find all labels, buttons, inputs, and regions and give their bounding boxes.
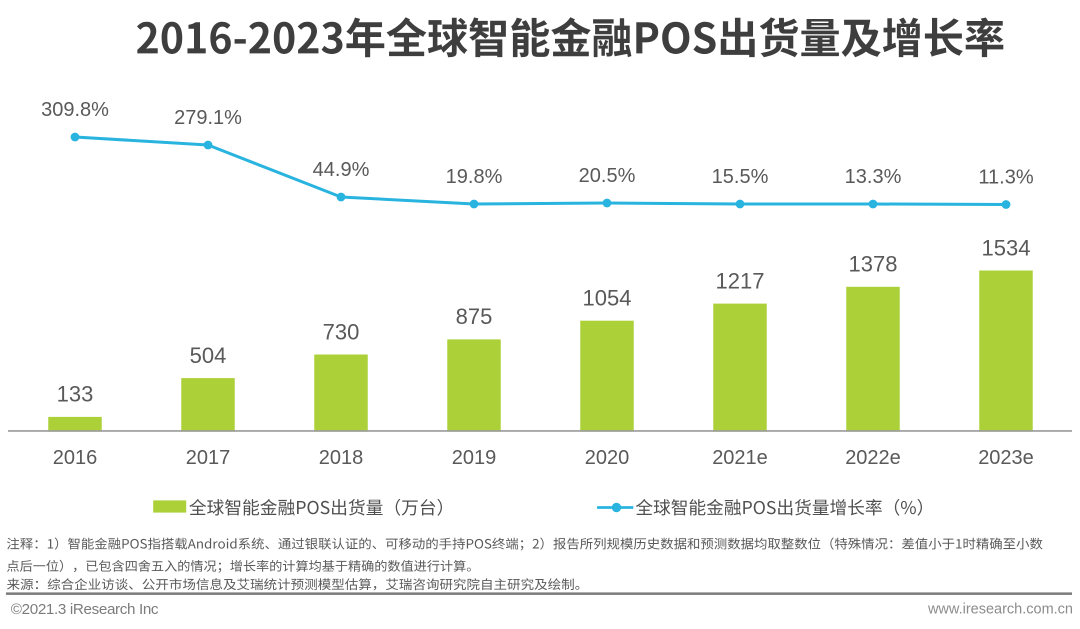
svg-text:2018: 2018 — [319, 447, 364, 469]
svg-text:19.8%: 19.8% — [446, 166, 503, 188]
svg-text:2019: 2019 — [452, 447, 497, 469]
svg-text:2022e: 2022e — [845, 447, 901, 469]
svg-text:309.8%: 309.8% — [41, 99, 109, 121]
svg-text:15.5%: 15.5% — [712, 166, 769, 188]
svg-text:2023e: 2023e — [978, 447, 1034, 469]
svg-text:730: 730 — [323, 319, 360, 344]
svg-text:1378: 1378 — [849, 252, 898, 277]
svg-text:1054: 1054 — [583, 286, 632, 311]
svg-text:1534: 1534 — [982, 235, 1031, 260]
svg-text:13.3%: 13.3% — [845, 166, 902, 188]
svg-text:2020: 2020 — [585, 447, 630, 469]
svg-text:20.5%: 20.5% — [579, 165, 636, 187]
svg-text:©2021.3 iResearch Inc: ©2021.3 iResearch Inc — [11, 601, 159, 618]
svg-text:279.1%: 279.1% — [174, 107, 242, 129]
svg-text:www.iresearch.com.cn: www.iresearch.com.cn — [927, 601, 1073, 617]
svg-text:2016: 2016 — [53, 447, 98, 469]
svg-text:133: 133 — [57, 382, 94, 407]
svg-text:875: 875 — [456, 304, 493, 329]
svg-text:2017: 2017 — [186, 447, 231, 469]
svg-text:11.3%: 11.3% — [978, 166, 1033, 188]
svg-text:2021e: 2021e — [712, 447, 768, 469]
svg-text:44.9%: 44.9% — [313, 159, 370, 181]
svg-text:504: 504 — [190, 343, 227, 368]
svg-text:1217: 1217 — [716, 268, 765, 293]
